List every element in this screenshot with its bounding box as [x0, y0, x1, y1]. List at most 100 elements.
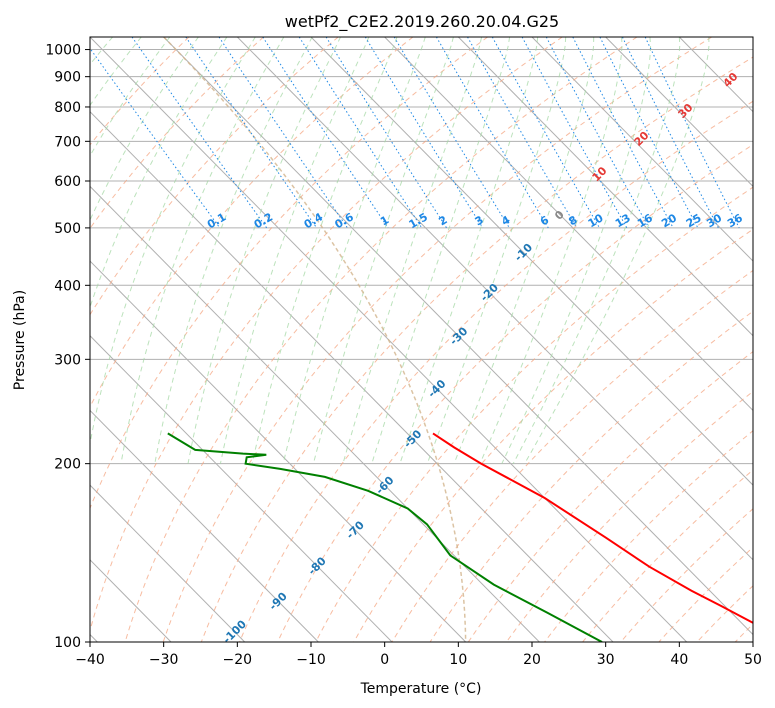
x-tick-label: −40 — [75, 652, 105, 668]
mixing-ratio-line — [572, 37, 674, 229]
mixing-ratio-line — [298, 37, 423, 229]
moist-adiabat-line — [90, 37, 171, 157]
dry-adiabat-line — [429, 310, 753, 642]
x-tick-label: −30 — [149, 652, 179, 668]
moist-adiabat-line — [453, 37, 595, 464]
mixing-ratio-line — [393, 37, 510, 229]
dry-adiabat-line — [90, 37, 414, 408]
mixing-ratio-line — [491, 37, 600, 229]
dry-adiabat-line — [505, 390, 753, 642]
reference-curve-line — [163, 37, 467, 642]
temperature-profile-line — [432, 432, 753, 624]
dry-adiabat-line — [277, 144, 753, 642]
y-tick-label: 600 — [54, 174, 81, 190]
mixing-ratio-label: 8 — [566, 213, 579, 228]
isotherm-line — [531, 37, 753, 262]
mixing-ratio-line — [185, 37, 318, 229]
mixing-ratio-line — [364, 37, 484, 229]
mixing-ratio-line — [521, 37, 628, 229]
moist-adiabat-line — [312, 37, 454, 464]
moist-adiabat-line — [512, 37, 681, 464]
isotherm-line — [310, 37, 753, 486]
moist-adiabat-line — [479, 37, 623, 464]
isotherm-line — [678, 37, 753, 113]
moist-adiabat-line — [187, 37, 341, 464]
x-tick-label: 10 — [449, 652, 467, 668]
mixing-ratio-label: 2 — [437, 213, 450, 228]
mixing-ratio-line — [218, 37, 348, 229]
dry-adiabat-line — [544, 430, 753, 642]
moist-adiabat-line — [120, 37, 285, 464]
dry-adiabat-line — [658, 546, 753, 642]
y-tick-label: 400 — [54, 278, 81, 294]
y-tick-label: 700 — [54, 134, 81, 150]
isotherm-line — [90, 484, 246, 642]
plot-frame — [89, 36, 754, 643]
isotherm-line — [752, 37, 753, 38]
dry-adiabat-line — [162, 37, 712, 642]
dry-adiabat-line — [90, 37, 264, 230]
mixing-ratio-line — [545, 37, 650, 229]
moist-adiabat-line — [154, 37, 313, 464]
isotherm-line — [457, 37, 753, 337]
chart-title: wetPf2_C2E2.2019.260.20.04.G25 — [285, 12, 559, 32]
y-tick-label: 300 — [54, 352, 81, 368]
x-tick-label: 40 — [670, 652, 688, 668]
y-axis-label: Pressure (hPa) — [12, 290, 28, 390]
isotherm-line — [90, 260, 467, 642]
moist-adiabat-label: 0 — [552, 208, 567, 223]
dry-adiabat-line — [582, 469, 753, 642]
moist-adiabat-line — [371, 37, 511, 464]
x-tick-label: 20 — [523, 652, 541, 668]
dry-adiabat-line — [90, 37, 563, 633]
dry-adiabat-line — [696, 585, 753, 642]
moist-adiabat-label: 40 — [721, 70, 741, 90]
isotherm-line — [384, 37, 753, 412]
moist-adiabat-line — [90, 37, 256, 447]
isotherm-line — [90, 409, 319, 642]
mixing-ratio-line — [467, 37, 578, 229]
dry-adiabat-line — [124, 37, 638, 642]
moist-adiabat-line — [219, 37, 370, 464]
moist-adiabat-line — [399, 37, 539, 464]
isotherm-line — [236, 37, 753, 561]
mixing-ratio-line — [644, 37, 740, 229]
y-tick-label: 100 — [54, 635, 81, 651]
mixing-ratio-label: 6 — [538, 213, 551, 228]
dry-adiabat-line — [90, 37, 190, 146]
y-tick-label: 200 — [54, 457, 81, 473]
mixing-ratio-line — [435, 37, 549, 229]
moist-adiabat-line — [282, 37, 426, 464]
mixing-ratio-line — [262, 37, 389, 229]
mixing-ratio-line — [90, 47, 221, 229]
dry-adiabat-line — [467, 350, 753, 642]
x-tick-label: 0 — [380, 652, 389, 668]
dry-adiabat-line — [200, 56, 753, 642]
y-tick-label: 900 — [54, 70, 81, 86]
mixing-ratio-label: 4 — [499, 213, 512, 228]
moist-adiabat-line — [342, 37, 483, 464]
isotherm-line — [163, 37, 753, 636]
moist-adiabat-label: 20 — [632, 129, 652, 149]
mixing-ratio-line — [325, 37, 448, 229]
mixing-ratio-line — [131, 37, 268, 229]
y-tick-label: 1000 — [45, 43, 81, 59]
moist-adiabat-line — [90, 37, 228, 309]
x-axis-label: Temperature (°C) — [360, 681, 482, 697]
moist-adiabat-line — [501, 37, 652, 464]
moist-adiabat-line — [524, 37, 710, 464]
dry-adiabat-line — [734, 623, 753, 642]
y-tick-label: 500 — [54, 221, 81, 237]
dewpoint-profile-line — [167, 432, 603, 642]
dry-adiabat-line — [620, 508, 753, 642]
x-tick-label: 30 — [597, 652, 615, 668]
mixing-ratio-label: 3 — [473, 213, 486, 228]
x-tick-label: 50 — [744, 652, 762, 668]
dry-adiabat-line — [90, 37, 339, 316]
moist-adiabat-label: 30 — [676, 101, 696, 121]
x-tick-label: −10 — [296, 652, 326, 668]
isotherm-line — [90, 110, 614, 642]
isotherm-line — [605, 37, 753, 188]
dry-adiabat-line — [239, 100, 753, 642]
